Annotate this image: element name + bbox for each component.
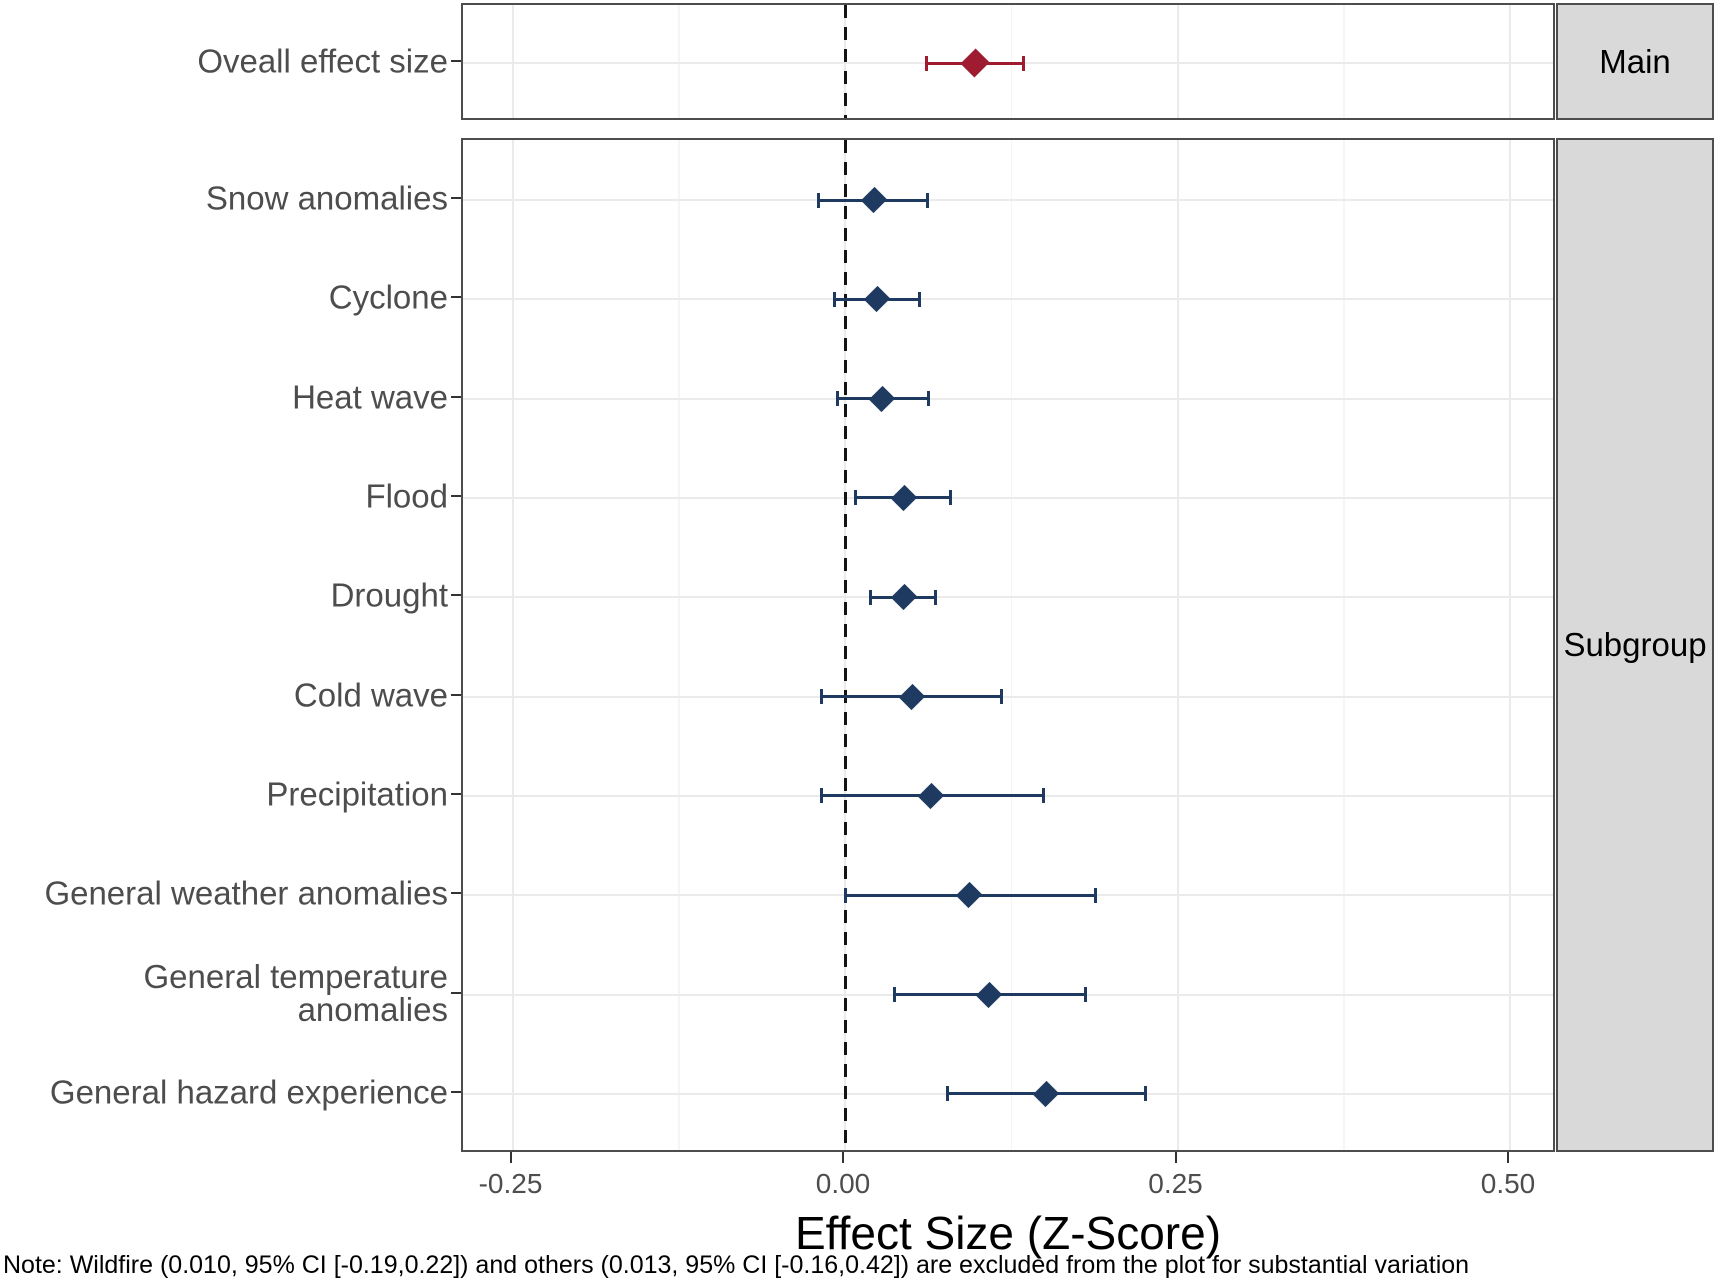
gridline-major-v bbox=[511, 5, 514, 118]
zero-reference-line bbox=[843, 140, 847, 1150]
y-tick-mark bbox=[451, 892, 461, 895]
gridline-major-v bbox=[511, 140, 514, 1150]
y-tick-mark bbox=[451, 693, 461, 696]
ci-cap-high bbox=[1084, 987, 1088, 1003]
gridline-minor-v bbox=[1343, 5, 1345, 118]
ci-cap-low bbox=[832, 291, 836, 307]
effect-diamond bbox=[861, 186, 888, 214]
effect-diamond bbox=[863, 286, 891, 313]
ci-cap-high bbox=[917, 291, 921, 307]
effect-diamond bbox=[898, 683, 925, 710]
y-axis-label: Flood bbox=[365, 477, 448, 515]
strip-label: Subgroup bbox=[1563, 626, 1707, 663]
y-tick-mark bbox=[451, 1090, 461, 1093]
ci-cap-high bbox=[1093, 887, 1097, 903]
gridline-major-h bbox=[463, 596, 1553, 599]
y-axis-label: Snow anomalies bbox=[205, 179, 448, 217]
strip-label: Main bbox=[1599, 42, 1671, 80]
y-axis-label: Cold wave bbox=[293, 676, 448, 714]
y-axis-label: General weather anomalies bbox=[44, 874, 448, 912]
y-axis-label: Precipitation bbox=[266, 775, 448, 813]
panel-main bbox=[461, 3, 1555, 120]
ci-cap-high bbox=[1021, 55, 1025, 71]
x-tick-label: -0.25 bbox=[478, 1168, 543, 1199]
x-tick-label: 0.25 bbox=[1148, 1168, 1203, 1199]
effect-diamond bbox=[960, 48, 990, 78]
gridline-major-h bbox=[463, 199, 1553, 201]
ci-cap-low bbox=[816, 192, 820, 208]
x-tick-mark bbox=[509, 1152, 512, 1163]
gridline-major-h bbox=[463, 397, 1553, 400]
x-tick-label: 0.00 bbox=[815, 1168, 871, 1199]
effect-diamond bbox=[955, 882, 982, 909]
ci-cap-high bbox=[933, 589, 937, 605]
y-tick-mark bbox=[451, 296, 461, 299]
gridline-major-v bbox=[1509, 140, 1511, 1150]
ci-cap-low bbox=[945, 1086, 949, 1102]
gridline-major-v bbox=[1509, 5, 1511, 118]
strip-main: Main bbox=[1556, 3, 1714, 120]
ci-cap-low bbox=[854, 490, 858, 506]
zero-reference-line bbox=[843, 5, 847, 118]
ci-cap-high bbox=[925, 192, 929, 208]
effect-diamond bbox=[975, 981, 1002, 1008]
ci-cap-high bbox=[948, 490, 952, 506]
effect-diamond bbox=[890, 484, 917, 512]
gridline-minor-v bbox=[1343, 140, 1345, 1150]
gridline-minor-v bbox=[1010, 140, 1012, 1150]
footnote: Note: Wildfire (0.010, 95% CI [-0.19,0.2… bbox=[3, 1251, 1470, 1279]
panel-subgroup bbox=[461, 138, 1555, 1152]
y-axis-label: Oveall effect size bbox=[197, 42, 448, 80]
ci-cap-low bbox=[892, 987, 896, 1003]
y-tick-mark bbox=[451, 991, 461, 994]
x-tick-mark bbox=[842, 1152, 844, 1163]
y-tick-mark bbox=[451, 792, 461, 795]
y-tick-mark bbox=[451, 395, 461, 398]
gridline-major-v bbox=[1176, 140, 1179, 1150]
effect-diamond bbox=[869, 385, 896, 412]
strip-subgroup: Subgroup bbox=[1556, 138, 1714, 1152]
effect-diamond bbox=[1032, 1080, 1059, 1108]
effect-diamond bbox=[918, 782, 945, 810]
gridline-major-v bbox=[1176, 5, 1179, 118]
effect-diamond bbox=[890, 584, 917, 611]
y-tick-mark bbox=[451, 60, 461, 62]
x-tick-mark bbox=[1174, 1152, 1177, 1163]
gridline-major-h bbox=[463, 298, 1553, 301]
gridline-major-h bbox=[463, 496, 1553, 499]
y-axis-label: Drought bbox=[330, 576, 448, 614]
y-axis-label: Cyclone bbox=[328, 278, 448, 316]
ci-cap-high bbox=[927, 391, 931, 407]
ci-cap-high bbox=[1000, 689, 1004, 705]
ci-cap-high bbox=[1041, 788, 1045, 804]
ci-cap-high bbox=[1144, 1086, 1148, 1102]
ci-cap-low bbox=[819, 689, 823, 705]
y-axis-label: General hazard experience bbox=[49, 1073, 448, 1111]
y-tick-mark bbox=[451, 197, 461, 199]
gridline-minor-v bbox=[678, 5, 680, 118]
x-tick-mark bbox=[1507, 1152, 1509, 1163]
y-tick-mark bbox=[451, 594, 461, 597]
x-tick-label: 0.50 bbox=[1480, 1168, 1536, 1199]
y-tick-mark bbox=[451, 494, 461, 497]
ci-cap-low bbox=[843, 887, 847, 903]
y-axis-label: General temperature anomalies bbox=[143, 957, 449, 1028]
gridline-major-h bbox=[463, 695, 1553, 698]
ci-cap-low bbox=[868, 589, 872, 605]
y-axis-label: Heat wave bbox=[292, 378, 448, 416]
ci-cap-low bbox=[819, 788, 823, 804]
ci-cap-low bbox=[835, 391, 839, 407]
ci-cap-low bbox=[924, 55, 928, 71]
gridline-minor-v bbox=[678, 140, 680, 1150]
x-axis-title: Effect Size (Z-Score) bbox=[794, 1207, 1222, 1259]
